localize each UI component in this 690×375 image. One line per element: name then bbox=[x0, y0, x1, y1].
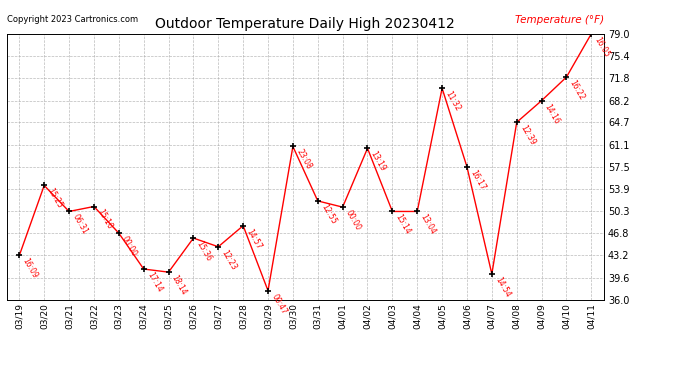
Text: 14:54: 14:54 bbox=[493, 275, 512, 299]
Text: 00:00: 00:00 bbox=[120, 234, 139, 258]
Text: 16:09: 16:09 bbox=[21, 257, 39, 280]
Text: 00:00: 00:00 bbox=[344, 209, 363, 232]
Text: 11:32: 11:32 bbox=[444, 90, 462, 113]
Text: 12:39: 12:39 bbox=[518, 124, 537, 147]
Text: Temperature (°F): Temperature (°F) bbox=[515, 15, 604, 25]
Title: Outdoor Temperature Daily High 20230412: Outdoor Temperature Daily High 20230412 bbox=[155, 17, 455, 31]
Text: 06:31: 06:31 bbox=[70, 213, 89, 236]
Text: 15:10: 15:10 bbox=[95, 208, 114, 231]
Text: 16:05: 16:05 bbox=[593, 35, 611, 58]
Text: 00:47: 00:47 bbox=[269, 292, 288, 316]
Text: 17:14: 17:14 bbox=[145, 270, 164, 294]
Text: 23:08: 23:08 bbox=[294, 148, 313, 171]
Text: 12:23: 12:23 bbox=[219, 248, 238, 272]
Text: Copyright 2023 Cartronics.com: Copyright 2023 Cartronics.com bbox=[7, 15, 138, 24]
Text: 14:57: 14:57 bbox=[244, 227, 264, 251]
Text: 15:36: 15:36 bbox=[195, 240, 213, 263]
Text: 15:25: 15:25 bbox=[46, 187, 64, 210]
Text: 16:17: 16:17 bbox=[469, 168, 487, 192]
Text: 14:16: 14:16 bbox=[543, 102, 562, 125]
Text: 15:14: 15:14 bbox=[394, 213, 413, 236]
Text: 13:19: 13:19 bbox=[369, 150, 388, 173]
Text: 13:04: 13:04 bbox=[419, 213, 437, 236]
Text: 16:22: 16:22 bbox=[568, 78, 586, 102]
Text: 18:14: 18:14 bbox=[170, 273, 188, 297]
Text: 12:55: 12:55 bbox=[319, 202, 338, 226]
